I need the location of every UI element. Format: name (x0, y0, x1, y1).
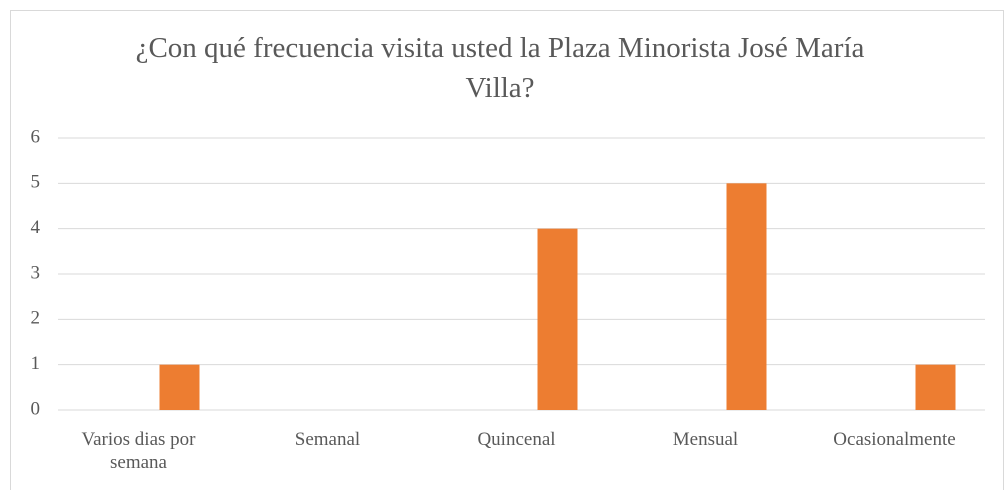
x-tick-label: Semanal (294, 429, 361, 450)
bar (726, 183, 767, 410)
y-tick-label: 5 (31, 172, 41, 193)
bar (537, 228, 578, 410)
bar (915, 364, 956, 410)
y-tick-label: 6 (31, 126, 41, 147)
y-tick-label: 2 (31, 308, 41, 329)
bar (159, 364, 200, 410)
y-tick-label: 1 (31, 353, 41, 374)
x-tick-label: Ocasionalmente (833, 429, 956, 450)
y-tick-label: 3 (31, 262, 41, 283)
y-tick-label: 0 (31, 398, 41, 419)
y-tick-label: 4 (31, 217, 41, 238)
x-tick-label: Mensual (672, 429, 739, 450)
chart-frame (10, 10, 1004, 490)
x-tick-label: Varios dias por semana (81, 429, 196, 473)
chart-title: ¿Con qué frecuencia visita usted la Plaz… (135, 32, 865, 104)
x-tick-label: Quincenal (477, 429, 556, 450)
